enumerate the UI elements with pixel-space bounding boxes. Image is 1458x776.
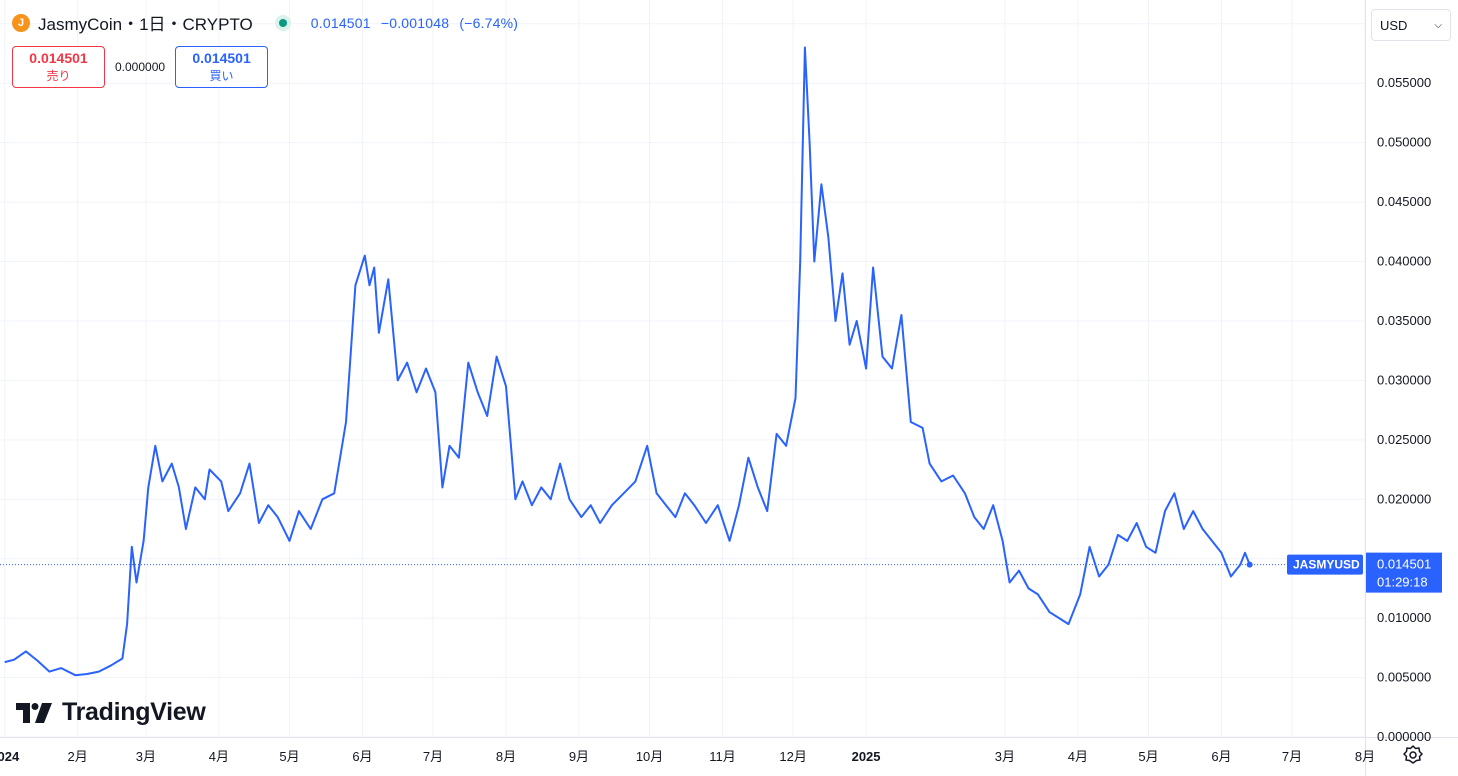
last-price-value-label: 0.014501 xyxy=(1377,557,1431,572)
time-axis-tick-label: 6月 xyxy=(1211,749,1231,764)
time-axis-tick-label: 4月 xyxy=(209,749,229,764)
jasmycoin-logo-icon: J xyxy=(12,13,30,32)
price-axis-tick-label: 0.010000 xyxy=(1377,610,1431,625)
currency-value: USD xyxy=(1380,17,1408,33)
quote-values: 0.014501 −0.001048 (−6.74%) xyxy=(311,15,524,31)
sell-price: 0.014501 xyxy=(29,50,88,66)
time-axis-labels: 2024 2月 3月 4月 5月 6月 7月 8月 9月 10月 11月 12月 2025 3月 4月 5月 6… xyxy=(0,749,1375,764)
last-price-value-badge xyxy=(1366,552,1442,593)
chevron-down-icon: ⌵ xyxy=(1434,19,1442,31)
price-axis-tick-label: 0.055000 xyxy=(1377,75,1431,90)
symbol-price-badge xyxy=(1287,554,1363,575)
time-axis-tick-label: 7月 xyxy=(423,749,443,764)
time-axis-tick-label: 8月 xyxy=(496,749,516,764)
buy-button[interactable]: 0.014501 買い xyxy=(175,46,269,88)
price-axis-tick-label: 0.000000 xyxy=(1377,729,1431,744)
price-change-value: −0.001048 xyxy=(380,14,450,31)
time-axis-tick-label: 3月 xyxy=(136,749,156,764)
chart-grid xyxy=(0,0,1366,738)
time-axis-tick-label: 6月 xyxy=(352,749,372,764)
time-axis-tick-label: 3月 xyxy=(995,749,1015,764)
tradingview-watermark[interactable]: TradingView xyxy=(16,698,206,727)
buy-label: 買い xyxy=(209,69,234,83)
currency-select[interactable]: USD ⌵ xyxy=(1371,9,1451,41)
time-axis-tick-label: 2025 xyxy=(852,749,881,764)
symbol-price-badge-label: JASMYUSD xyxy=(1293,558,1360,572)
symbol-title[interactable]: JasmyCoin・1日・CRYPTO xyxy=(38,15,253,34)
sell-label: 売り xyxy=(46,69,71,83)
time-axis-tick-label: 9月 xyxy=(569,749,589,764)
price-axis-tick-label: 0.020000 xyxy=(1377,491,1431,506)
time-axis-tick-label: 12月 xyxy=(779,749,806,764)
price-axis-tick-label: 0.040000 xyxy=(1377,254,1431,269)
gear-icon[interactable] xyxy=(1402,744,1424,766)
chart-legend: J JasmyCoin・1日・CRYPTO 0.014501 −0.001048… xyxy=(12,10,524,35)
spread-value: 0.000000 xyxy=(115,60,166,74)
price-axis-tick-label: 0.025000 xyxy=(1377,432,1431,447)
price-change-percent: (−6.74%) xyxy=(459,14,519,31)
market-open-status-icon[interactable] xyxy=(274,14,291,31)
time-axis-tick-label: 2月 xyxy=(68,749,88,764)
price-axis-tick-label: 0.050000 xyxy=(1377,135,1431,150)
last-price-value: 0.014501 xyxy=(310,14,371,31)
time-axis-tick-label: 7月 xyxy=(1282,749,1302,764)
tradingview-logo-icon xyxy=(16,702,52,723)
time-axis-tick-label: 10月 xyxy=(636,749,663,764)
price-axis-tick-label: 0.035000 xyxy=(1377,313,1431,328)
bar-countdown-label: 01:29:18 xyxy=(1377,575,1428,590)
price-axis-tick-label: 0.005000 xyxy=(1377,670,1431,685)
last-price-badges: JASMYUSD 0.014501 01:29:18 xyxy=(1287,552,1442,593)
tradingview-wordmark: TradingView xyxy=(62,698,206,726)
price-axis-tick-label: 0.045000 xyxy=(1377,194,1431,209)
price-axis-labels: 0.0000000.0050000.0100000.0150000.020000… xyxy=(1377,16,1431,744)
trade-buttons: 0.014501 売り 0.000000 0.014501 買い xyxy=(12,46,269,88)
last-price-dot xyxy=(1246,561,1253,568)
time-axis-tick-label: 5月 xyxy=(279,749,299,764)
time-axis-tick-label: 8月 xyxy=(1355,749,1375,764)
buy-price: 0.014501 xyxy=(192,50,251,66)
time-axis-tick-label: 5月 xyxy=(1138,749,1158,764)
price-line-series xyxy=(4,46,1251,677)
price-axis-tick-label: 0.030000 xyxy=(1377,372,1431,387)
time-axis-tick-label: 11月 xyxy=(709,749,736,764)
time-axis-tick-label: 2024 xyxy=(0,749,20,764)
time-axis-tick-label: 4月 xyxy=(1068,749,1088,764)
sell-button[interactable]: 0.014501 売り xyxy=(12,46,105,88)
